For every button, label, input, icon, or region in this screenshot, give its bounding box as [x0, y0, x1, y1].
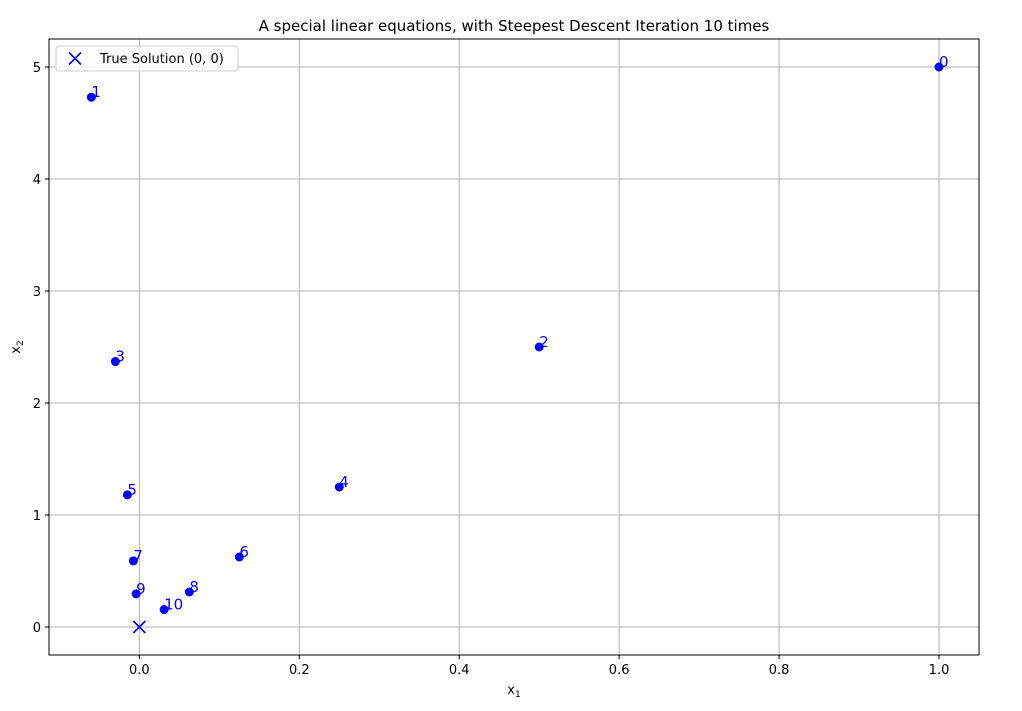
- x-tick-label: 0.8: [769, 663, 790, 678]
- iterate-label-9: 9: [136, 580, 146, 598]
- iterate-label-7: 7: [133, 547, 143, 565]
- x-axis-label: x1: [507, 683, 520, 700]
- iterate-point-2: [534, 342, 544, 352]
- x-axis-label-subscript: 1: [515, 690, 521, 700]
- x-tick-label: 1.0: [929, 663, 950, 678]
- chart-title: A special linear equations, with Steepes…: [259, 17, 770, 35]
- x-axis-label-base: x: [507, 683, 515, 698]
- x-tick-label: 0.6: [609, 663, 630, 678]
- iterate-point-5: [122, 490, 132, 500]
- iterate-label-5: 5: [127, 481, 137, 499]
- true-solution-marker-group: [132, 620, 146, 634]
- iterate-point-0: [934, 62, 944, 72]
- iterate-label-10: 10: [164, 596, 183, 614]
- x-tick-label: 0.4: [449, 663, 470, 678]
- iterate-point-1: [86, 92, 96, 102]
- y-axis-label-subscript: 2: [16, 340, 26, 346]
- iterate-label-8: 8: [189, 578, 199, 596]
- iterate-label-6: 6: [239, 543, 249, 561]
- iterate-label-0: 0: [939, 53, 949, 71]
- iterate-point-3: [110, 357, 120, 367]
- iterate-label-3: 3: [115, 348, 125, 366]
- y-axis-label: x2: [9, 340, 26, 353]
- iterate-label-1: 1: [91, 83, 101, 101]
- legend-entry-true-solution: True Solution (0, 0): [99, 52, 224, 67]
- plot-area-frame: [48, 38, 980, 656]
- legend-x-marker-icon: [68, 51, 82, 66]
- y-tick-label: 4: [33, 173, 41, 188]
- true-solution-marker-stroke-b: [132, 620, 146, 634]
- y-tick-label: 5: [33, 61, 41, 76]
- legend-frame: [55, 45, 239, 72]
- legend-marker-glyph: [68, 51, 82, 66]
- x-tick-label: 0.0: [129, 663, 150, 678]
- y-tick-label: 1: [33, 509, 41, 524]
- legend-marker-glyph-stroke-b: [68, 51, 82, 66]
- iterate-point-8: [184, 587, 194, 597]
- y-tick-label: 0: [33, 621, 41, 636]
- true-solution-marker: [132, 620, 146, 634]
- legend: True Solution (0, 0): [55, 45, 239, 72]
- x-tick-label: 0.2: [289, 663, 310, 678]
- iterate-points: [86, 62, 944, 615]
- iterate-point-10: [159, 605, 169, 615]
- iterate-point-6: [234, 552, 244, 562]
- iterate-point-7: [128, 556, 138, 566]
- iterate-label-2: 2: [539, 333, 549, 351]
- y-tick-label: 2: [33, 397, 41, 412]
- y-tick-label: 3: [33, 285, 41, 300]
- ticks: 0.0 0.2 0.4 0.6 0.8 1.0 0 1 2 3 4 5: [33, 61, 950, 678]
- iterate-label-4: 4: [339, 473, 349, 491]
- iterate-point-4: [334, 482, 344, 492]
- iterate-point-9: [131, 589, 141, 599]
- iterate-labels: 0 1 2 3 4 5 6 7 8 9 10: [91, 53, 948, 614]
- y-axis-label-base: x: [9, 346, 24, 354]
